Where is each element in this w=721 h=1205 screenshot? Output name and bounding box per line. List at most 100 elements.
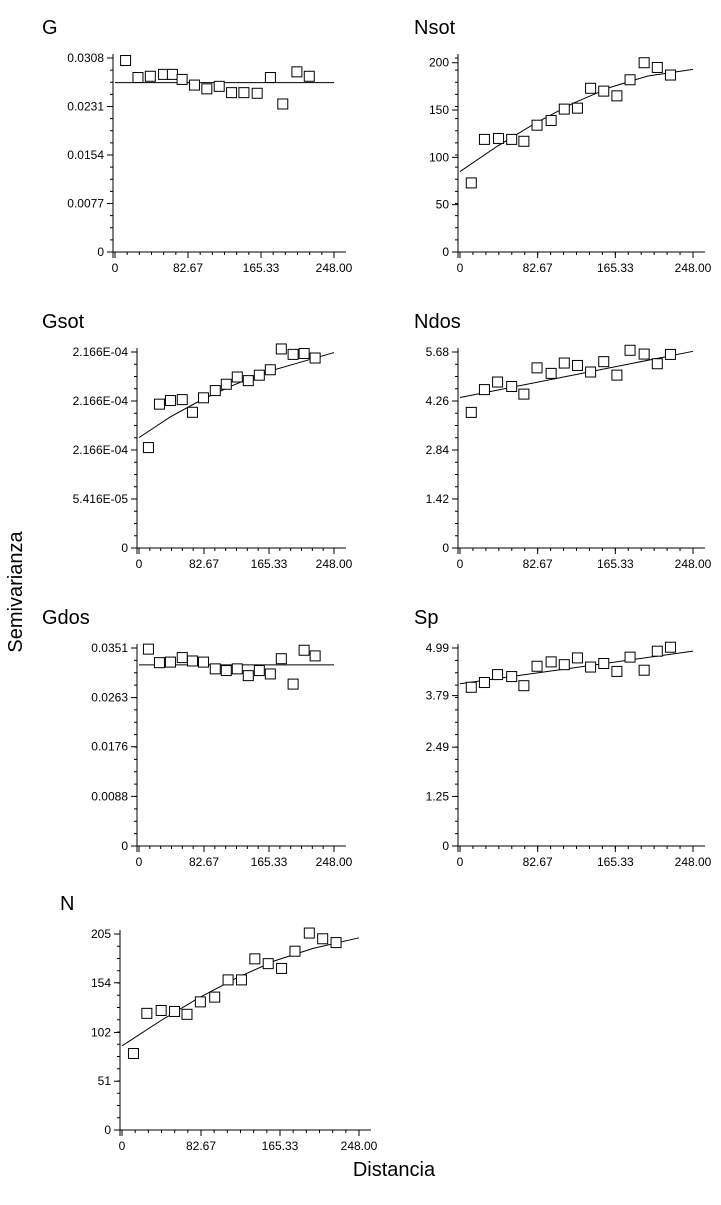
y-tick-label: 102 [91,1025,111,1039]
x-tick-label: 82.67 [173,261,203,275]
data-point [303,70,315,82]
data-point [235,974,247,986]
x-tick-label: 0 [457,557,464,571]
y-tick-label: 2.166E-04 [73,443,129,457]
data-point [287,678,299,690]
y-tick-label: 0 [442,839,449,853]
x-axis-label: Distancia [353,1159,436,1181]
x-tick-label: 165.33 [251,557,288,571]
chart-panel-ndos: Ndos 0 1.42 2.84 4.26 5.68 0 82.67 165.33 248.00 [414,311,712,571]
data-point [249,953,261,965]
data-point [209,991,221,1003]
data-point [186,406,198,418]
y-tick-label: 3.79 [426,689,450,703]
data-point [598,657,610,669]
chart-panel-nsot: Nsot 0 50 100 150 200 0 82.67 165.33 248.00 [414,17,712,275]
data-point [253,369,265,381]
data-point [585,366,597,378]
data-point [176,73,188,85]
data-point [298,347,310,359]
chart-title: Gdos [42,607,90,629]
data-point [309,650,321,662]
chart-title: G [42,17,58,39]
data-point [518,680,530,692]
data-point [142,442,154,454]
x-tick-label: 248.00 [675,855,712,869]
data-point [186,655,198,667]
x-tick-label: 165.33 [251,855,288,869]
data-point [153,657,165,669]
data-point [169,1005,181,1017]
data-point [194,996,206,1008]
data-point [571,359,583,371]
y-tick-label: 2.166E-04 [73,394,129,408]
x-tick-label: 82.67 [189,855,219,869]
data-point [309,352,321,364]
x-tick-label: 248.00 [316,855,353,869]
data-point [531,119,543,131]
y-tick-label: 5.416E-05 [73,492,129,506]
data-point [264,364,276,376]
data-point [651,358,663,370]
x-tick-label: 82.67 [186,1139,216,1153]
data-point [142,643,154,655]
data-point [624,344,636,356]
data-point [330,937,342,949]
data-point [201,83,213,95]
y-tick-label: 0.0231 [67,100,104,114]
data-point [253,665,265,677]
data-point [493,132,505,144]
chart-panel-n: N 0 51 102 154 205 0 82.67 165.33 248.00 [60,893,378,1153]
y-tick-label: 0 [442,245,449,259]
data-point [144,70,156,82]
x-tick-label: 165.33 [597,261,634,275]
x-tick-label: 248.00 [316,557,353,571]
data-point [611,665,623,677]
data-point [213,80,225,92]
y-tick-label: 205 [91,927,111,941]
data-point [518,388,530,400]
data-point [176,394,188,406]
data-point [651,645,663,657]
data-point [262,958,274,970]
x-tick-label: 82.67 [523,855,553,869]
chart-title: Nsot [414,17,456,39]
x-tick-label: 0 [136,855,143,869]
data-point [220,378,232,390]
data-point [465,681,477,693]
y-tick-label: 2.84 [426,443,450,457]
data-point [624,651,636,663]
data-point [238,87,250,99]
x-tick-label: 248.00 [341,1139,378,1153]
data-point [506,671,518,683]
x-tick-label: 165.33 [597,855,634,869]
data-point [558,357,570,369]
data-point [222,974,234,986]
y-tick-label: 1.42 [426,492,450,506]
y-tick-label: 0.0154 [67,148,104,162]
data-point [164,395,176,407]
data-point [571,102,583,114]
fitted-model-line [121,937,360,1047]
y-tick-label: 2.166E-04 [73,345,129,359]
data-point [298,644,310,656]
y-tick-label: 0 [104,1123,111,1137]
data-point [598,356,610,368]
x-tick-label: 82.67 [523,557,553,571]
panels: G 0 0.0077 0.0154 0.0231 0.0308 0 82.67 165.33 24… [42,17,712,1153]
data-point [242,375,254,387]
data-point [226,87,238,99]
y-tick-label: 5.68 [426,345,450,359]
data-point [478,677,490,689]
data-point [264,72,276,84]
data-point [611,369,623,381]
data-point [289,945,301,957]
y-tick-label: 2.49 [426,740,450,754]
y-tick-label: 0.0351 [91,641,128,655]
y-tick-label: 0.0088 [91,789,128,803]
data-point [506,133,518,145]
data-point [166,68,178,80]
y-axis-label: Semivarianza [5,531,27,653]
data-point [277,98,289,110]
